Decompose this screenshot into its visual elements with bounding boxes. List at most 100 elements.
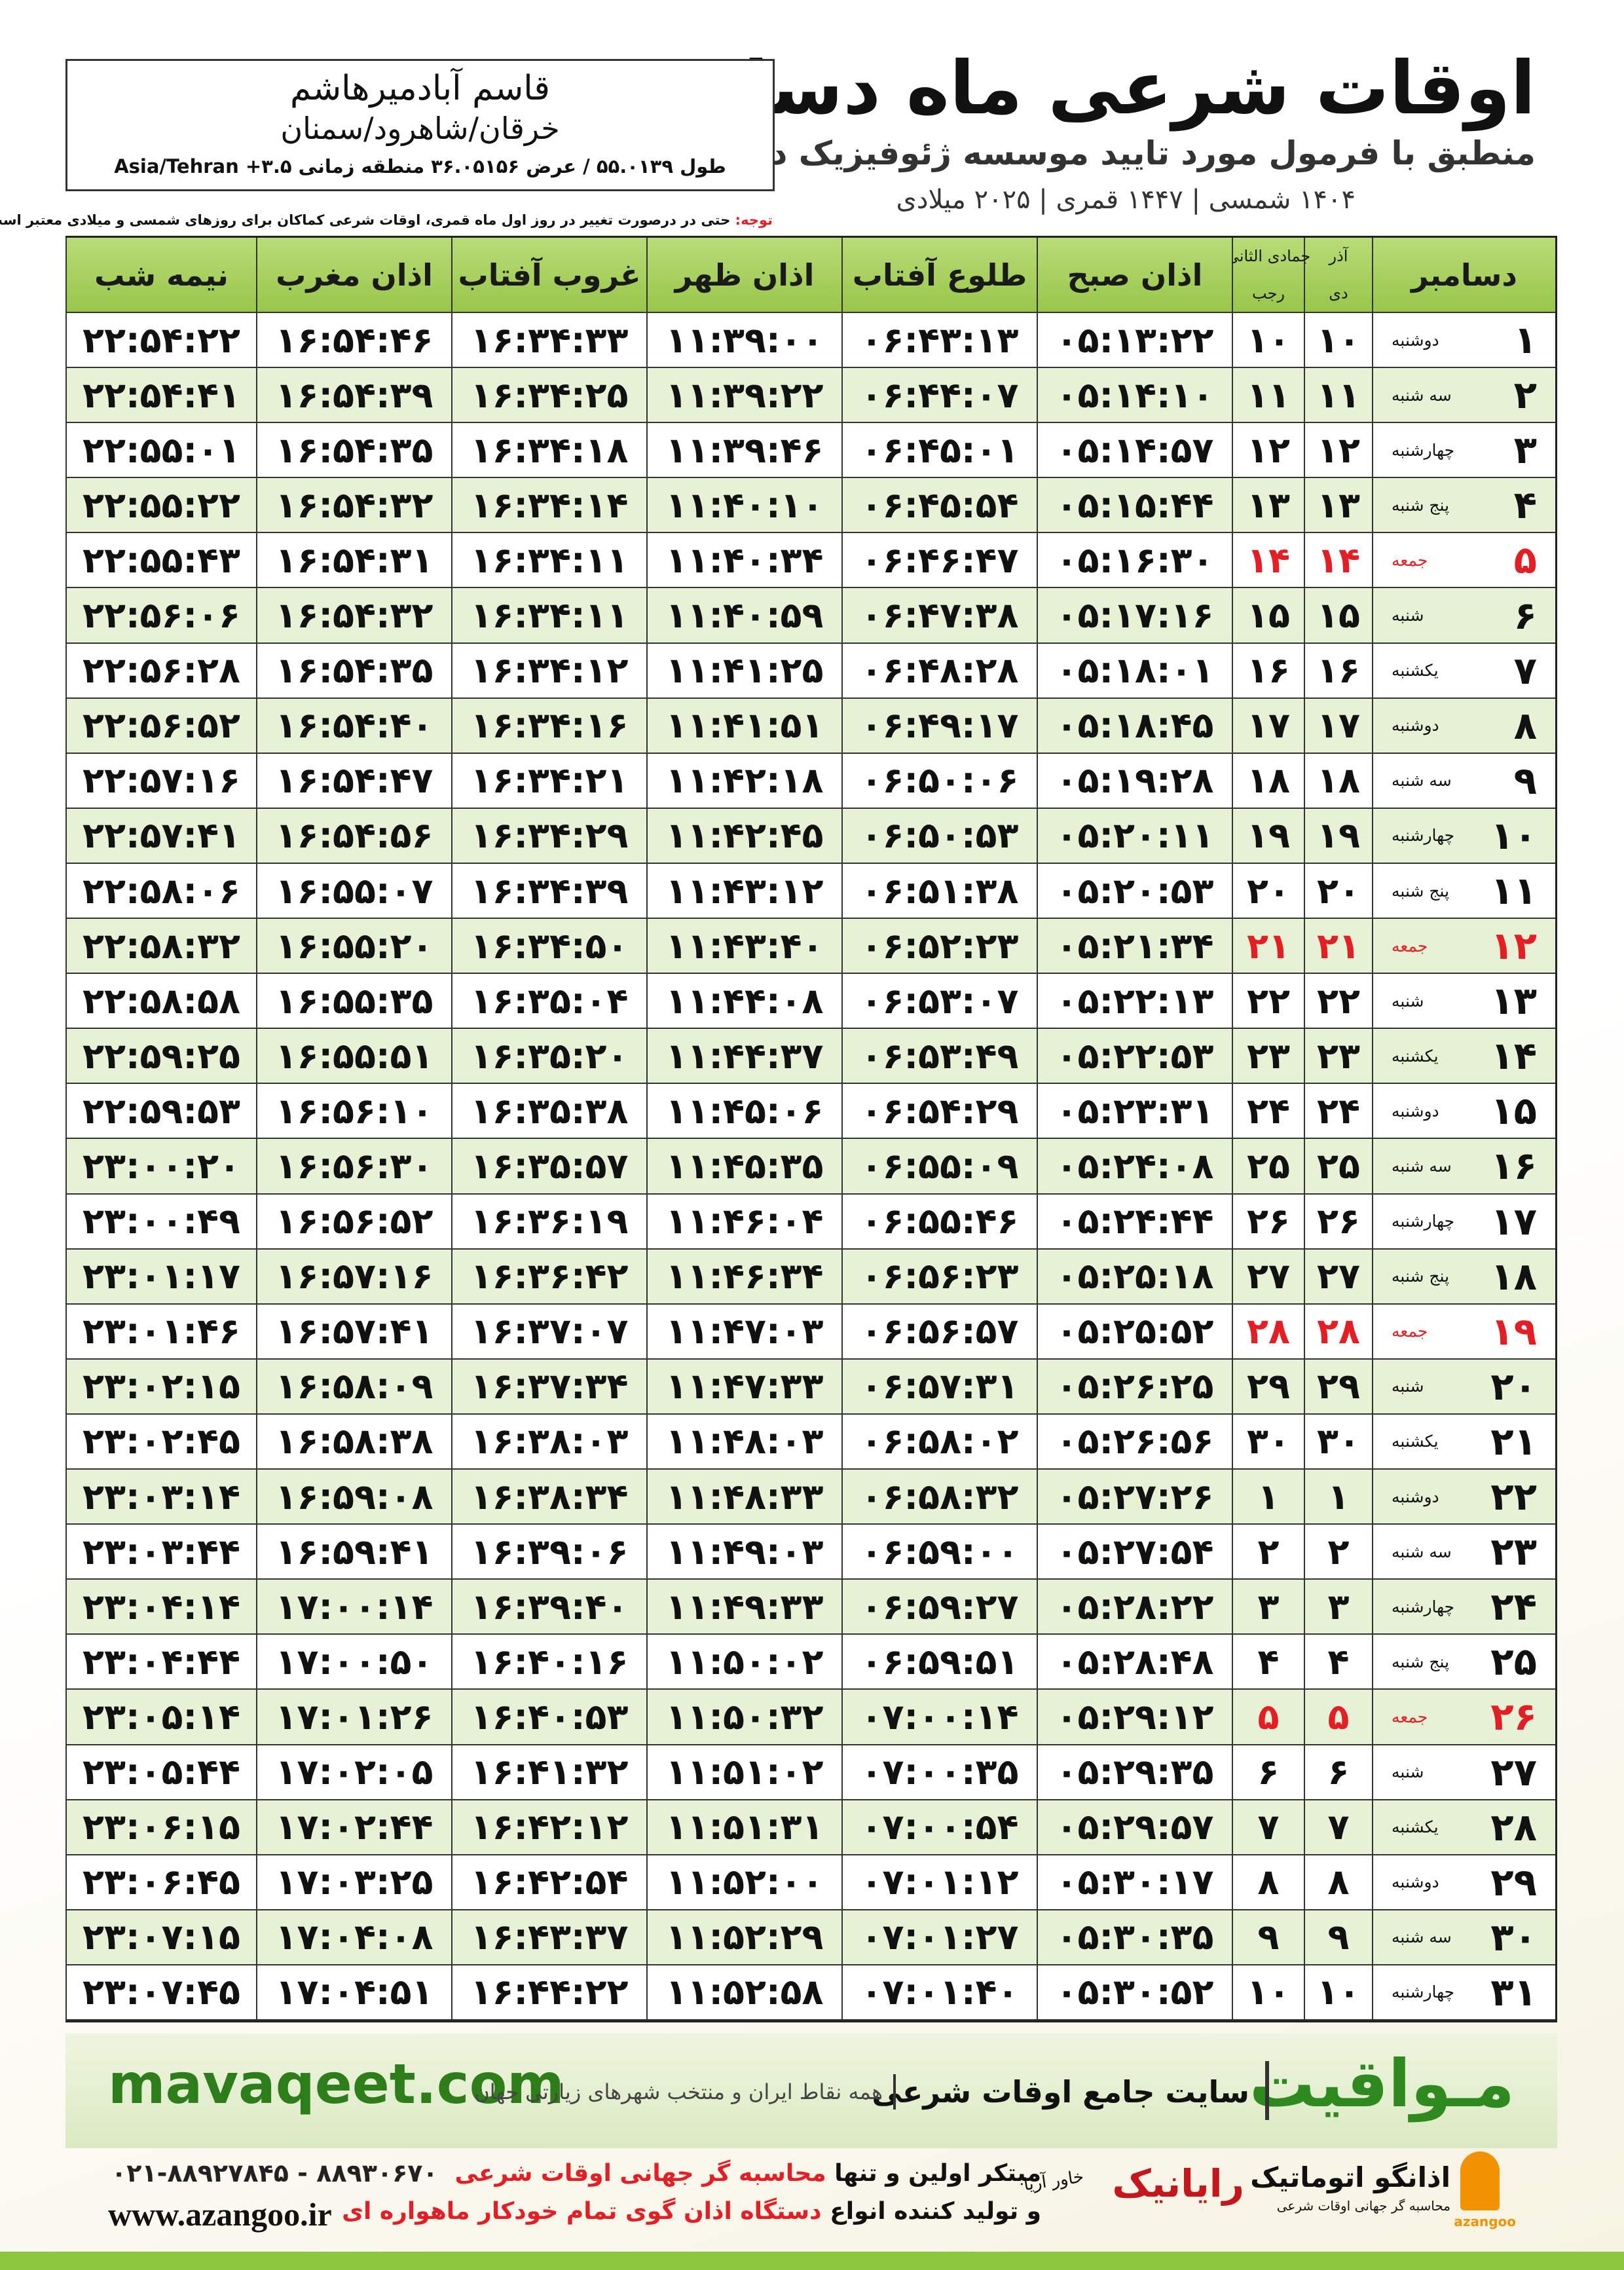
time-cell: ۰۷:۰۱:۱۲: [841, 1855, 1037, 1910]
hijri-day: ۸: [1304, 1855, 1372, 1910]
hijri-day: ۳۰: [1232, 1414, 1304, 1470]
time-cell: ۰۵:۲۴:۴۴: [1037, 1194, 1232, 1250]
hijri-day: ۱۸: [1232, 753, 1304, 809]
time-cell: ۰۵:۳۰:۵۲: [1037, 1965, 1232, 2020]
banner: mavaqeet.com مـواقیت سایت جامع اوقات شرع…: [65, 2034, 1557, 2148]
weekday: دوشنبه: [1392, 330, 1439, 350]
time-cell: ۰۵:۱۴:۵۷: [1037, 423, 1232, 479]
time-cell: ۰۶:۴۵:۰۱: [841, 423, 1037, 479]
time-cell: ۰۵:۲۹:۵۷: [1037, 1800, 1232, 1855]
time-cell: ۱۶:۳۵:۵۷: [451, 1139, 646, 1195]
time-cell: ۰۵:۱۷:۱۶: [1037, 588, 1232, 644]
hijri-day: ۲۰: [1304, 863, 1372, 920]
day-number: ۱۵: [1490, 1088, 1537, 1134]
time-cell: ۰۵:۲۰:۵۳: [1037, 863, 1232, 920]
time-cell: ۰۵:۱۸:۰۱: [1037, 643, 1232, 699]
day-number: ۲۴: [1490, 1584, 1537, 1629]
timetable: دسامبر آذر دی جمادی الثانی رجب اذان صبح طلوع آ…: [65, 236, 1557, 2022]
footer-bar: [0, 2252, 1624, 2270]
location-box: قاسم آبادمیرهاشم خرقان/شاهرود/سمنان طول …: [65, 59, 775, 191]
hijri-day: ۲۳: [1304, 1029, 1372, 1085]
time-cell: ۱۶:۳۴:۳۹: [451, 863, 646, 920]
time-cell: ۱۶:۵۷:۴۱: [256, 1304, 451, 1360]
time-cell: ۱۱:۳۹:۲۲: [646, 368, 841, 424]
hijri-day: ۲۸: [1232, 1304, 1304, 1360]
day-cell: ۲۶ جمعه: [1372, 1690, 1555, 1745]
time-cell: ۰۵:۲۹:۳۵: [1037, 1745, 1232, 1800]
day-cell: ۱۱ پنج شنبه: [1372, 863, 1555, 920]
time-cell: ۱۷:۰۲:۴۴: [256, 1800, 451, 1855]
time-cell: ۰۶:۵۰:۵۳: [841, 808, 1037, 864]
day-number: ۳: [1513, 428, 1537, 473]
time-cell: ۰۶:۴۶:۴۷: [841, 533, 1037, 589]
weekday: دوشنبه: [1392, 1872, 1439, 1892]
day-number: ۱: [1513, 318, 1537, 363]
time-cell: ۲۳:۰۷:۱۵: [65, 1910, 256, 1965]
time-cell: ۱۶:۵۴:۳۵: [256, 423, 451, 479]
hijri-day: ۵: [1232, 1690, 1304, 1745]
weekday: چهارشنبه: [1392, 1597, 1455, 1616]
hijri-day: ۳: [1232, 1580, 1304, 1635]
time-cell: ۰۵:۱۳:۲۲: [1037, 313, 1232, 369]
time-cell: ۰۶:۵۴:۲۹: [841, 1084, 1037, 1140]
time-cell: ۱۱:۴۳:۴۰: [646, 919, 841, 975]
weekday: سه شنبه: [1392, 1927, 1452, 1947]
hijri-day: ۹: [1232, 1910, 1304, 1965]
time-cell: ۲۲:۵۸:۳۲: [65, 919, 256, 975]
time-cell: ۰۶:۵۸:۳۲: [841, 1470, 1037, 1525]
time-cell: ۱۱:۴۲:۱۸: [646, 753, 841, 809]
time-cell: ۱۱:۴۸:۳۳: [646, 1470, 841, 1525]
time-cell: ۱۶:۳۴:۱۴: [451, 478, 646, 534]
logo-icon: [1460, 2151, 1500, 2210]
weekday: سه شنبه: [1392, 385, 1452, 405]
time-cell: ۱۱:۵۱:۳۱: [646, 1800, 841, 1855]
time-cell: ۲۳:۰۶:۴۵: [65, 1855, 256, 1910]
note-text: حتی در درصورت تغییر در روز اول ماه قمری،…: [0, 212, 731, 228]
day-cell: ۲۹ دوشنبه: [1372, 1855, 1555, 1910]
time-cell: ۱۶:۵۶:۳۰: [256, 1139, 451, 1195]
day-number: ۱۱: [1490, 868, 1537, 913]
time-cell: ۱۶:۳۷:۳۴: [451, 1359, 646, 1415]
time-cell: ۰۵:۲۸:۴۸: [1037, 1635, 1232, 1690]
time-cell: ۰۵:۲۶:۲۵: [1037, 1359, 1232, 1415]
day-number: ۱۳: [1490, 978, 1537, 1024]
time-cell: ۰۶:۴۳:۱۳: [841, 313, 1037, 369]
day-number: ۶: [1513, 593, 1537, 638]
hijri-day: ۲۵: [1304, 1139, 1372, 1195]
day-number: ۳۰: [1490, 1914, 1537, 1960]
time-cell: ۰۷:۰۱:۴۰: [841, 1965, 1037, 2020]
day-number: ۱۸: [1490, 1254, 1537, 1299]
time-cell: ۱۶:۵۸:۰۹: [256, 1359, 451, 1415]
brand: مـواقیت: [1249, 2045, 1515, 2122]
time-cell: ۱۱:۴۷:۰۳: [646, 1304, 841, 1360]
day-number: ۹: [1513, 758, 1537, 803]
phone: ۰۲۱-۸۸۹۲۷۸۴۵ - ۸۸۹۳۰۶۷۰: [111, 2159, 438, 2187]
time-cell: ۰۵:۱۸:۴۵: [1037, 698, 1232, 754]
time-cell: ۰۶:۵۹:۵۱: [841, 1635, 1037, 1690]
time-cell: ۲۲:۵۵:۴۳: [65, 533, 256, 589]
time-cell: ۱۶:۵۶:۱۰: [256, 1084, 451, 1140]
time-cell: ۱۱:۴۰:۳۴: [646, 533, 841, 589]
time-cell: ۰۵:۲۰:۱۱: [1037, 808, 1232, 864]
time-cell: ۰۵:۲۸:۲۲: [1037, 1580, 1232, 1635]
date-line: ۱۴۰۴ شمسی | ۱۴۴۷ قمری | ۲۰۲۵ میلادی: [896, 185, 1356, 215]
time-cell: ۱۶:۳۴:۱۶: [451, 698, 646, 754]
time-cell: ۱۶:۳۵:۲۰: [451, 1029, 646, 1085]
time-cell: ۰۵:۳۰:۱۷: [1037, 1855, 1232, 1910]
time-cell: ۱۶:۳۴:۲۹: [451, 808, 646, 864]
time-cell: ۱۶:۵۹:۴۱: [256, 1525, 451, 1580]
hijri-day: ۷: [1304, 1800, 1372, 1855]
time-cell: ۱۱:۴۵:۳۵: [646, 1139, 841, 1195]
location-coords: طول ۵۵.۰۱۳۹ / عرض ۳۶.۰۵۱۵۶ منطقه زمانی A…: [114, 155, 726, 177]
logo-azangoo-en: azangoo: [1454, 2214, 1516, 2229]
day-cell: ۱۷ چهارشنبه: [1372, 1194, 1555, 1250]
time-cell: ۰۵:۲۵:۱۸: [1037, 1249, 1232, 1305]
hijri-day: ۱: [1304, 1470, 1372, 1525]
time-cell: ۰۷:۰۱:۲۷: [841, 1910, 1037, 1965]
day-number: ۱۷: [1490, 1199, 1537, 1244]
time-cell: ۱۱:۵۲:۲۹: [646, 1910, 841, 1965]
time-cell: ۱۱:۴۴:۳۷: [646, 1029, 841, 1085]
time-cell: ۰۵:۲۹:۱۲: [1037, 1690, 1232, 1745]
location-name: قاسم آبادمیرهاشم: [289, 69, 550, 108]
